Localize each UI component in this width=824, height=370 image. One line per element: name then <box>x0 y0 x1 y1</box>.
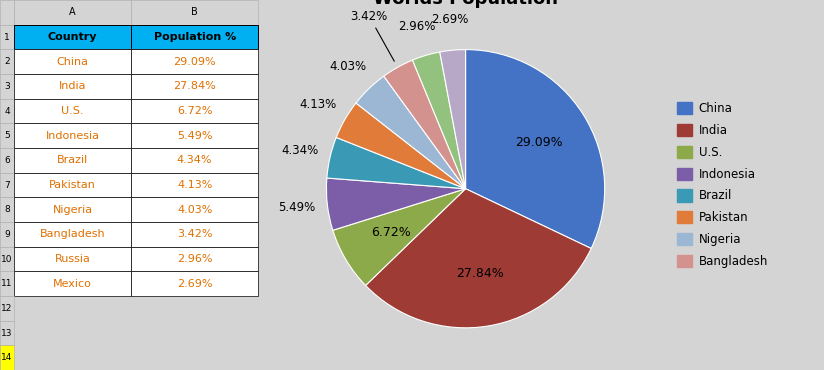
Text: 4.03%: 4.03% <box>177 205 213 215</box>
Bar <box>131 247 258 271</box>
Text: India: India <box>59 81 87 91</box>
Text: 5.49%: 5.49% <box>177 131 213 141</box>
Text: 2: 2 <box>4 57 10 66</box>
Text: Nigeria: Nigeria <box>53 205 93 215</box>
Text: 4: 4 <box>4 107 10 115</box>
Text: 27.84%: 27.84% <box>456 267 503 280</box>
Bar <box>0 0 14 25</box>
Text: 2.69%: 2.69% <box>431 13 469 26</box>
Text: 12: 12 <box>2 304 13 313</box>
Bar <box>0 148 14 173</box>
Text: 4.34%: 4.34% <box>177 155 213 165</box>
Wedge shape <box>356 76 466 189</box>
Text: 7: 7 <box>4 181 10 189</box>
Bar <box>131 49 258 74</box>
Bar <box>131 222 258 247</box>
Text: 2.96%: 2.96% <box>177 254 213 264</box>
Bar <box>0 49 14 74</box>
Text: 4.03%: 4.03% <box>329 60 366 73</box>
Wedge shape <box>327 137 466 189</box>
Text: 1: 1 <box>4 33 10 41</box>
Title: Countires Population % Out of
Worlds Population: Countires Population % Out of Worlds Pop… <box>312 0 619 8</box>
Text: Bangladesh: Bangladesh <box>40 229 105 239</box>
Bar <box>131 173 258 197</box>
Text: 29.09%: 29.09% <box>173 57 216 67</box>
Bar <box>0 321 14 345</box>
Bar <box>131 197 258 222</box>
Text: Pakistan: Pakistan <box>49 180 96 190</box>
Bar <box>131 25 258 49</box>
Text: 29.09%: 29.09% <box>515 136 562 149</box>
Bar <box>0 197 14 222</box>
Bar <box>14 25 131 49</box>
Wedge shape <box>440 50 466 189</box>
Bar <box>131 0 258 25</box>
Text: Population %: Population % <box>153 32 236 42</box>
Bar <box>14 222 131 247</box>
Text: 8: 8 <box>4 205 10 214</box>
Bar <box>0 99 14 123</box>
Bar <box>14 247 131 271</box>
Text: 3: 3 <box>4 82 10 91</box>
Text: 10: 10 <box>2 255 13 263</box>
Wedge shape <box>336 103 466 189</box>
Bar <box>14 49 131 74</box>
Wedge shape <box>366 189 591 328</box>
Text: Brazil: Brazil <box>57 155 88 165</box>
Text: 4.34%: 4.34% <box>282 144 319 157</box>
Bar <box>14 74 131 99</box>
Text: 5: 5 <box>4 131 10 140</box>
Bar <box>131 123 258 148</box>
Text: 13: 13 <box>2 329 13 337</box>
Text: 14: 14 <box>2 353 13 362</box>
Wedge shape <box>384 60 466 189</box>
Text: 27.84%: 27.84% <box>173 81 216 91</box>
Bar <box>14 271 131 296</box>
Bar <box>131 99 258 123</box>
Bar <box>14 173 131 197</box>
Bar <box>0 271 14 296</box>
Bar <box>0 173 14 197</box>
Text: China: China <box>57 57 89 67</box>
Text: A: A <box>69 7 76 17</box>
Text: 3.42%: 3.42% <box>177 229 213 239</box>
Wedge shape <box>466 50 605 249</box>
Bar <box>14 148 131 173</box>
Wedge shape <box>413 52 466 189</box>
Text: 2.96%: 2.96% <box>399 20 436 33</box>
Text: 6.72%: 6.72% <box>372 226 411 239</box>
Wedge shape <box>326 178 466 230</box>
Text: 9: 9 <box>4 230 10 239</box>
Text: 6.72%: 6.72% <box>177 106 213 116</box>
Bar <box>14 0 131 25</box>
Wedge shape <box>333 189 466 285</box>
Bar <box>131 74 258 99</box>
Text: Russia: Russia <box>54 254 91 264</box>
Text: U.S.: U.S. <box>62 106 84 116</box>
Text: 2.69%: 2.69% <box>177 279 213 289</box>
Bar <box>0 345 14 370</box>
Bar <box>0 296 14 321</box>
Text: 4.13%: 4.13% <box>177 180 213 190</box>
Text: B: B <box>191 7 198 17</box>
Bar <box>0 222 14 247</box>
Text: 11: 11 <box>2 279 13 288</box>
Bar <box>131 271 258 296</box>
Bar <box>14 123 131 148</box>
Legend: China, India, U.S., Indonesia, Brazil, Pakistan, Nigeria, Bangladesh: China, India, U.S., Indonesia, Brazil, P… <box>677 102 768 268</box>
Bar <box>0 25 14 49</box>
Bar <box>14 99 131 123</box>
Text: 5.49%: 5.49% <box>279 201 316 214</box>
Text: Mexico: Mexico <box>54 279 92 289</box>
Bar <box>0 123 14 148</box>
Bar <box>0 247 14 271</box>
Text: Country: Country <box>48 32 97 42</box>
Text: 4.13%: 4.13% <box>300 98 337 111</box>
Bar <box>14 197 131 222</box>
Bar <box>131 148 258 173</box>
Text: 3.42%: 3.42% <box>350 10 394 61</box>
Text: Indonesia: Indonesia <box>45 131 100 141</box>
Text: 6: 6 <box>4 156 10 165</box>
Bar <box>0 74 14 99</box>
